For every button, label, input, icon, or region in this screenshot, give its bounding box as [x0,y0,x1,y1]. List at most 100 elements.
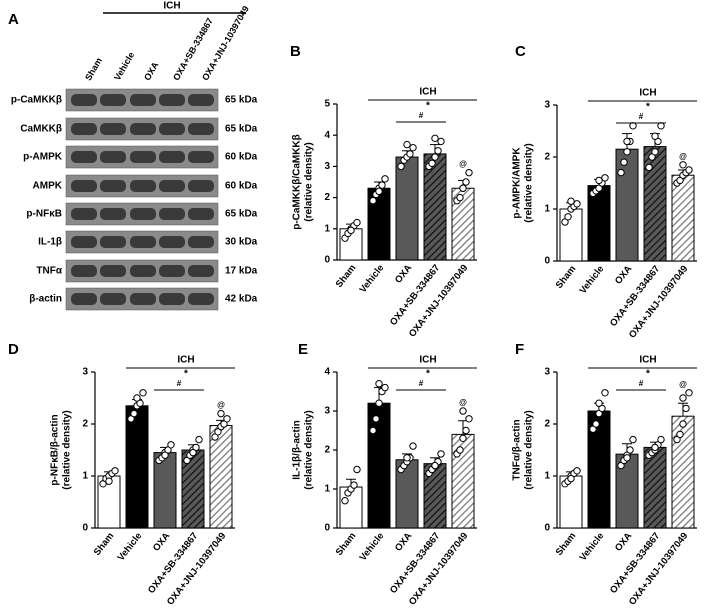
protein-label: CaMKKβ [20,124,62,135]
y-tick-label: 2 [544,419,550,430]
data-point [133,394,141,402]
bar [153,452,177,529]
data-point [167,441,175,449]
bar [671,174,695,262]
panel-label: B [290,43,301,60]
y-tick-label: 2 [82,419,88,430]
data-point [679,394,687,402]
y-tick-label: 0 [324,255,330,266]
y-tick-label: 0 [82,523,88,534]
blot-band [100,293,126,305]
data-point [437,450,445,458]
hash-label: # [639,379,644,388]
data-point [623,148,631,156]
y-tick-label: 3 [82,367,88,378]
star-label: * [646,369,650,380]
protein-label: TNFα [36,266,62,277]
data-point [397,162,405,171]
data-point [217,409,225,418]
protein-label: p-CaMKKβ [11,95,62,106]
data-point [428,159,436,167]
blot-band [71,293,97,305]
data-point [623,454,631,462]
star-label: * [184,369,188,380]
blot-band [130,94,156,106]
blot-band [188,265,214,277]
y-tick-label: 5 [324,99,330,110]
x-tick-label: OXA+SB-334867 [388,263,442,328]
blot-band [159,265,185,277]
x-tick-label: OXA [613,531,634,554]
data-point [378,181,386,189]
data-point [567,474,575,483]
y-axis-label: p-AMPK/AMPK [512,147,523,219]
group-label: ICH [163,1,180,12]
data-point [462,426,470,435]
at-label: @ [679,152,687,161]
y-axis-label: TNFα/β-actin [512,419,523,480]
data-point [573,200,581,208]
at-label: @ [459,398,467,407]
size-label: 65 kDa [225,209,258,220]
y-tick-label: 2 [544,152,550,163]
y-axis-label-sub: (relative density) [304,410,315,489]
y-tick-label: 0 [544,523,550,534]
y-tick-label: 0 [544,256,550,267]
blot-band [100,151,126,163]
data-point [651,148,659,156]
blot-band [188,180,214,192]
blot-band [71,208,97,220]
lane-label: Vehicle [112,50,136,82]
blot-band [130,236,156,248]
data-point [657,122,665,130]
data-point [617,168,625,177]
panel-label: E [298,341,308,358]
data-point [567,197,575,205]
x-tick-label: Vehicle [358,531,387,564]
blot-band [130,265,156,277]
bar [643,446,667,529]
data-point [685,389,693,397]
data-point [369,426,377,435]
star-label: * [426,369,430,380]
hash-label: # [177,379,182,388]
blot-band [71,265,97,277]
blot-band [159,180,185,192]
x-tick-label: Vehicle [116,531,145,564]
data-point [685,166,693,174]
bar [395,156,419,261]
x-tick-label: OXA [393,531,414,554]
data-point [573,467,581,475]
y-axis-label-sub: (relative density) [62,410,73,489]
data-point [462,178,470,186]
blot-band [71,151,97,163]
data-point [651,443,659,452]
blot-band [100,236,126,248]
blot-band [71,123,97,135]
y-axis-label-sub: (relative density) [304,142,315,221]
size-label: 17 kDa [225,266,258,277]
data-point [623,137,631,146]
blot-band [188,208,214,220]
x-tick-label: Sham [554,531,579,558]
data-point [375,399,383,407]
size-label: 65 kDa [225,95,258,106]
blot-band [71,94,97,106]
data-point [431,461,439,470]
panel-label: A [8,11,19,28]
data-point [375,187,383,196]
y-tick-label: 3 [544,100,550,111]
protein-label: IL-1β [38,237,62,248]
x-tick-label: Sham [554,264,579,291]
blot-band [159,94,185,106]
data-point [381,383,389,392]
group-label: ICH [419,355,436,366]
data-point [456,446,464,454]
y-tick-label: 1 [82,471,88,482]
y-tick-label: 4 [324,130,330,141]
y-tick-label: 3 [544,367,550,378]
blot-band [100,123,126,135]
data-point [375,380,383,388]
lane-label: OXA+JNJ-10397049 [200,4,251,82]
